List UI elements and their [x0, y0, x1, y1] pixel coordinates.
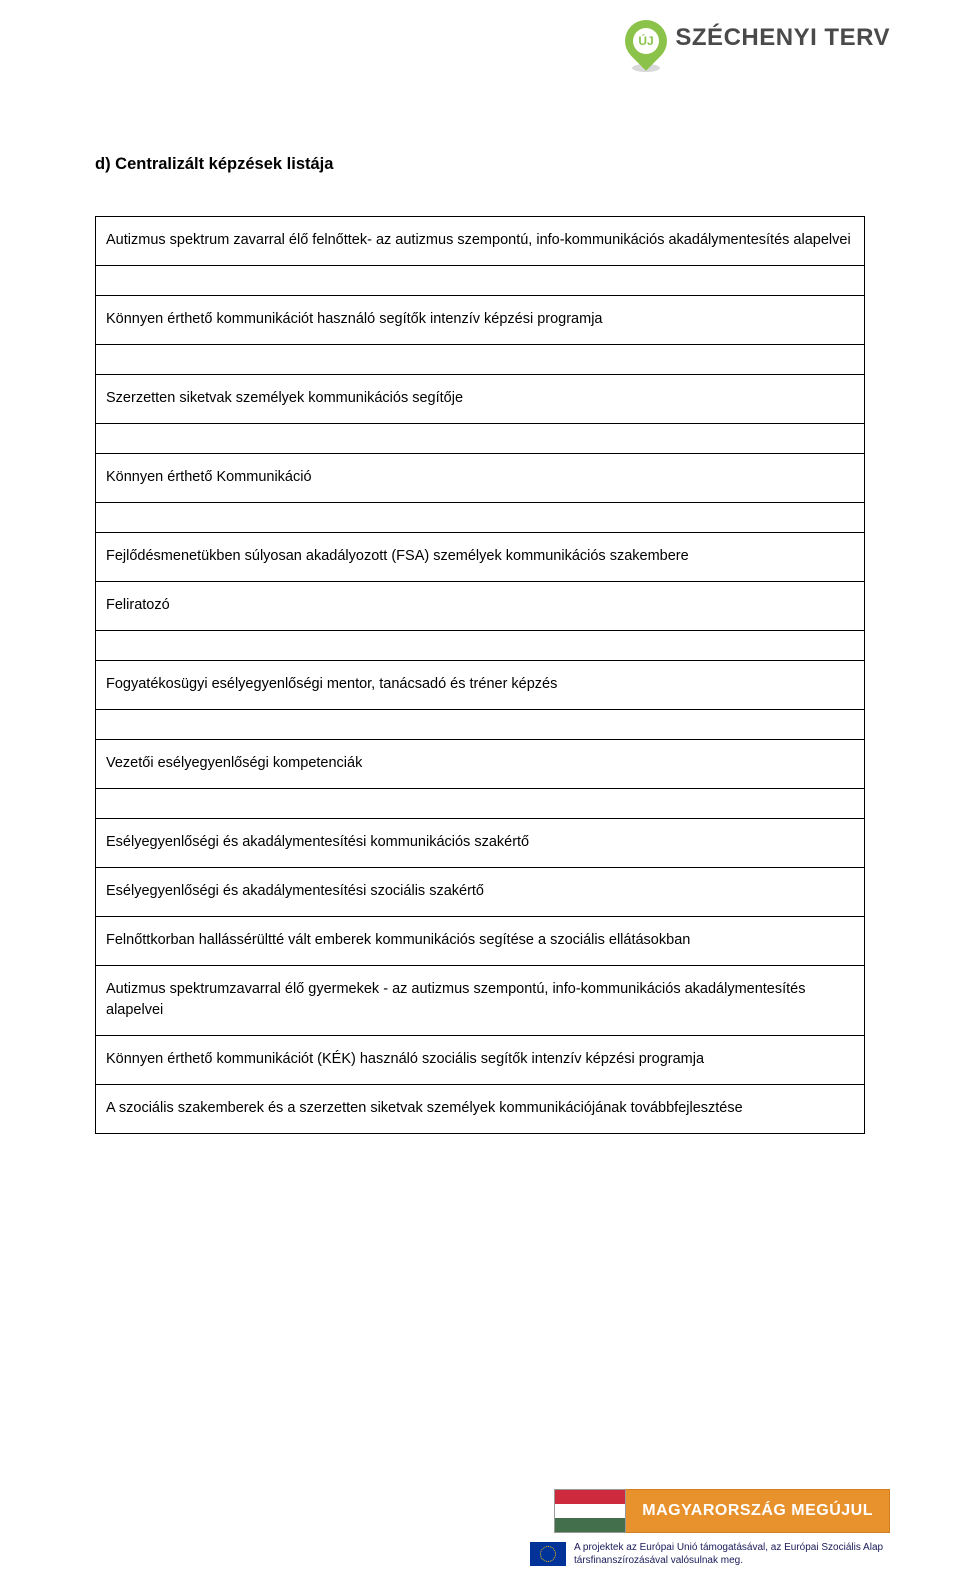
training-list-table: Autizmus spektrum zavarral élő felnőttek…: [95, 216, 865, 1134]
table-gap: [96, 266, 865, 296]
document-title: d) Centralizált képzések listája: [95, 155, 865, 174]
document-content: d) Centralizált képzések listája Autizmu…: [95, 155, 865, 1134]
table-row: Könnyen érthető Kommunikáció: [96, 454, 865, 503]
logo-pin: ÚJ: [625, 20, 667, 72]
table-row: Feliratozó: [96, 582, 865, 631]
table-row: A szociális szakemberek és a szerzetten …: [96, 1085, 865, 1134]
table-gap: [96, 631, 865, 661]
table-gap: [96, 503, 865, 533]
footer-banner-text: MAGYARORSZÁG MEGÚJUL: [626, 1489, 890, 1533]
table-row: Könnyen érthető kommunikációt használó s…: [96, 296, 865, 345]
logo-brand-text: SZÉCHENYI TERV: [675, 26, 890, 50]
hungary-flag-icon: [554, 1489, 626, 1533]
table-row: Autizmus spektrumzavarral élő gyermekek …: [96, 966, 865, 1036]
table-row: Esélyegyenlőségi és akadálymentesítési s…: [96, 868, 865, 917]
eu-flag-icon: [530, 1542, 566, 1566]
footer-banner: MAGYARORSZÁG MEGÚJUL: [554, 1489, 890, 1533]
table-gap: [96, 789, 865, 819]
header-logo: ÚJ SZÉCHENYI TERV: [625, 20, 890, 72]
table-row: Vezetői esélyegyenlőségi kompetenciák: [96, 740, 865, 789]
table-row: Esélyegyenlőségi és akadálymentesítési k…: [96, 819, 865, 868]
table-row: Könnyen érthető kommunikációt (KÉK) hasz…: [96, 1036, 865, 1085]
table-row: Felnőttkorban hallássérültté vált embere…: [96, 917, 865, 966]
table-row: Fogyatékosügyi esélyegyenlőségi mentor, …: [96, 661, 865, 710]
table-row: Fejlődésmenetükben súlyosan akadályozott…: [96, 533, 865, 582]
table-gap: [96, 710, 865, 740]
table-row: Szerzetten siketvak személyek kommunikác…: [96, 375, 865, 424]
footer: MAGYARORSZÁG MEGÚJUL A projektek az Euró…: [530, 1489, 890, 1567]
table-gap: [96, 424, 865, 454]
footer-note: A projektek az Európai Unió támogatásáva…: [530, 1541, 890, 1567]
footer-note-text: A projektek az Európai Unió támogatásáva…: [574, 1541, 890, 1567]
table-row: Autizmus spektrum zavarral élő felnőttek…: [96, 217, 865, 266]
logo-pin-label: ÚJ: [633, 28, 659, 54]
table-gap: [96, 345, 865, 375]
